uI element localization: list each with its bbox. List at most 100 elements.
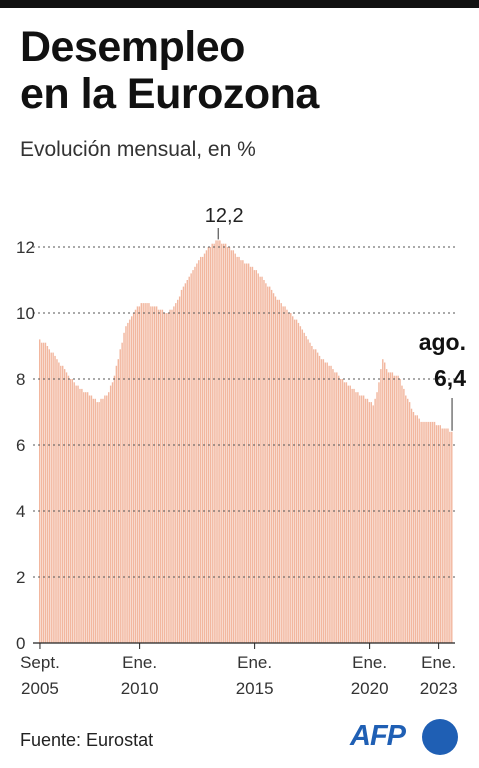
bar-2010-06 [148, 303, 150, 643]
bar-2006-09 [62, 365, 64, 643]
afp-logo-dot [422, 719, 458, 755]
bar-2008-04 [98, 402, 100, 643]
bar-2006-11 [65, 372, 68, 643]
bar-2013-04 [213, 243, 215, 643]
bar-2023-04 [443, 428, 445, 643]
bar-2009-11 [134, 309, 137, 643]
bar-2017-03 [303, 332, 305, 643]
bar-2015-09 [269, 286, 271, 643]
bar-2008-05 [100, 398, 102, 643]
bar-2019-01 [345, 382, 348, 643]
x-tick-label-2-line2: 2015 [236, 679, 274, 698]
bar-2007-10 [86, 392, 89, 643]
bar-2009-03 [119, 349, 121, 643]
bar-2017-08 [313, 349, 315, 643]
bar-2012-04 [190, 273, 192, 643]
bar-2007-04 [75, 385, 77, 643]
bar-2013-08 [221, 243, 223, 643]
bar-2009-08 [129, 319, 131, 643]
bar-2015-06 [263, 280, 265, 643]
bar-2016-07 [288, 313, 290, 643]
bar-2018-06 [332, 369, 334, 643]
top-bar [0, 0, 479, 8]
bar-2007-12 [90, 395, 93, 643]
bar-2019-07 [357, 392, 359, 643]
bar-2023-02 [439, 425, 441, 643]
unemployment-chart: 0 2 4 6 8 10 12 Sept. 2005 Ene. 2010 Ene. 2015 Ene. 20… [16, 205, 466, 698]
bar-2020-10 [385, 369, 388, 643]
bar-2014-08 [244, 263, 246, 643]
bar-2005-09 [39, 339, 41, 643]
bar-2013-10 [224, 243, 227, 643]
bar-2023-06 [447, 428, 449, 643]
bar-2006-02 [48, 349, 50, 643]
bar-2021-12 [412, 412, 415, 643]
bar-2022-01 [414, 415, 417, 643]
bar-2006-12 [67, 375, 70, 643]
bar-2021-07 [403, 388, 405, 643]
bar-2009-09 [131, 316, 133, 643]
bar-2012-01 [184, 283, 187, 643]
bar-2016-08 [290, 313, 292, 643]
bar-2020-03 [372, 405, 374, 643]
bar-2019-06 [355, 392, 357, 643]
bar-2015-11 [272, 293, 275, 643]
bar-2011-03 [165, 313, 167, 643]
bar-2008-02 [94, 398, 96, 643]
bar-2015-10 [270, 289, 273, 643]
bar-2010-03 [142, 303, 144, 643]
bar-2018-07 [334, 372, 336, 643]
bar-2021-02 [393, 375, 395, 643]
bar-2014-02 [232, 250, 234, 644]
bar-2021-10 [408, 402, 411, 643]
bar-2008-06 [102, 398, 104, 643]
bar-2011-05 [169, 309, 171, 643]
bar-2006-06 [56, 359, 58, 643]
bar-2008-01 [92, 398, 95, 643]
bar-2017-07 [311, 346, 313, 643]
bar-2006-07 [58, 362, 60, 643]
bar-2010-08 [152, 306, 154, 643]
bar-2021-09 [407, 398, 409, 643]
bar-2022-06 [424, 421, 426, 643]
afp-logo-text: AFP [350, 720, 406, 752]
bar-2007-02 [71, 379, 73, 643]
bar-2006-08 [60, 365, 62, 643]
bar-2022-04 [420, 421, 422, 643]
bar-2008-07 [104, 395, 106, 643]
bar-2017-09 [315, 349, 317, 643]
bar-2019-08 [359, 395, 361, 643]
bar-2023-05 [445, 428, 447, 643]
bar-2023-01 [437, 425, 440, 643]
bar-2007-08 [83, 392, 85, 643]
bar-2012-03 [188, 276, 190, 643]
bar-2022-09 [430, 421, 432, 643]
bar-2019-03 [349, 385, 351, 643]
bar-2018-12 [343, 382, 346, 643]
y-tick-label-10: 10 [16, 304, 35, 323]
x-tick-label-1-line1: Ene. [122, 653, 157, 672]
bar-2007-03 [73, 382, 75, 643]
bar-2012-10 [201, 256, 204, 643]
afp-logo: AFP [350, 718, 460, 758]
bar-2006-05 [54, 355, 56, 643]
bar-2019-09 [361, 395, 363, 643]
chart-subtitle: Evolución mensual, en % [20, 138, 256, 161]
bar-2012-05 [192, 270, 194, 643]
bar-2022-07 [426, 421, 428, 643]
bar-2005-10 [40, 342, 43, 643]
bar-2019-02 [347, 385, 349, 643]
y-tick-label-2: 2 [16, 568, 25, 587]
bar-2011-06 [171, 309, 173, 643]
bar-2011-12 [182, 286, 185, 643]
bar-2015-01 [253, 270, 256, 643]
y-tick-label-0: 0 [16, 634, 25, 653]
bar-2016-11 [295, 319, 298, 643]
bar-2010-09 [154, 306, 156, 643]
bar-2009-05 [123, 332, 125, 643]
bar-2019-12 [366, 398, 369, 643]
bar-2022-10 [431, 421, 434, 643]
bar-2013-06 [217, 240, 219, 643]
bar-2010-07 [150, 306, 152, 643]
bar-2022-03 [418, 418, 420, 643]
